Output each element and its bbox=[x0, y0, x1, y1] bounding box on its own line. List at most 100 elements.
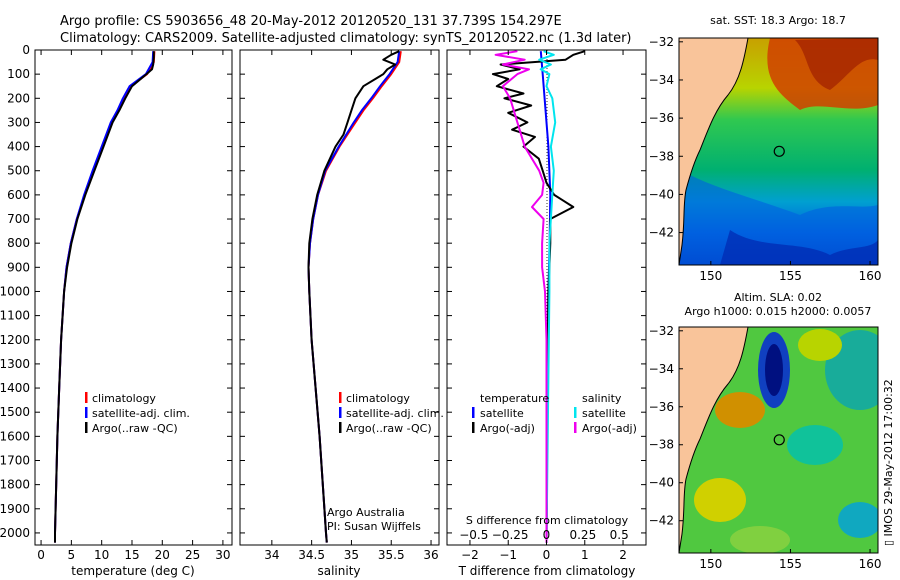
depth-tick-label: 600 bbox=[7, 188, 30, 202]
legend-swatch-s-argo bbox=[574, 422, 577, 433]
depth-tick-label: 500 bbox=[7, 164, 30, 178]
x-tick-label: 10 bbox=[94, 548, 109, 562]
depth-tick-label: 700 bbox=[7, 212, 30, 226]
map-latitude-label: −42 bbox=[649, 514, 674, 528]
legend-swatch-climatology bbox=[339, 392, 342, 403]
legend-label-climatology: climatology bbox=[346, 392, 410, 405]
depth-tick-label: 1400 bbox=[0, 381, 30, 395]
x-tick-label: 5 bbox=[68, 548, 76, 562]
series-line-s-satellite bbox=[538, 50, 557, 543]
map-latitude-label: −36 bbox=[649, 400, 674, 414]
y-tick-marks bbox=[35, 49, 232, 534]
depth-tick-label: 1300 bbox=[0, 357, 30, 371]
map-latitude-label: −40 bbox=[649, 476, 674, 490]
legend-label-argo: Argo(..raw -QC) bbox=[346, 422, 432, 435]
depth-tick-label: 1600 bbox=[0, 429, 30, 443]
sla-map-frame bbox=[678, 326, 879, 554]
x-tick-label: 20 bbox=[155, 548, 170, 562]
series-line-argo-raw-qc- bbox=[54, 51, 155, 543]
sla-map-subtitle: Argo h1000: 0.015 h2000: 0.0057 bbox=[685, 305, 872, 318]
x-tick-label: 25 bbox=[185, 548, 200, 562]
header-line-1: Argo profile: CS 5903656_48 20-May-2012 … bbox=[60, 14, 562, 29]
depth-tick-label: 300 bbox=[7, 115, 30, 129]
sla-latitude-ticks: −32 −34 −36 −38 −40 −42 bbox=[649, 324, 683, 528]
sst-cold-water bbox=[720, 230, 878, 265]
series-line-t-argo-adj- bbox=[491, 50, 586, 543]
x-tick-label: 15 bbox=[124, 548, 139, 562]
x-tick-label: 1 bbox=[581, 548, 589, 562]
legend-label-satellite: satellite-adj. clim. bbox=[346, 407, 444, 420]
salinity-legend: climatology satellite-adj. clim. Argo(..… bbox=[339, 392, 444, 435]
x-tick-label: 0 bbox=[37, 548, 45, 562]
sla-high-south bbox=[730, 526, 790, 553]
sla-low-middle bbox=[787, 425, 843, 465]
legend-title-salinity: salinity bbox=[582, 392, 622, 405]
sla-low-center bbox=[765, 344, 783, 396]
map-latitude-label: −34 bbox=[649, 73, 674, 87]
x-tick-label: 34 bbox=[264, 548, 279, 562]
sla-low-southeast bbox=[838, 502, 878, 538]
sla-map-title: Altim. SLA: 0.02 bbox=[734, 291, 822, 304]
map-latitude-label: −32 bbox=[649, 324, 674, 338]
temperature-tick-labels: 0 5 10 15 20 25 30 bbox=[37, 50, 231, 562]
depth-tick-label: 0 bbox=[22, 43, 30, 57]
sst-warm-eddy bbox=[795, 38, 878, 90]
salinity-x-label: salinity bbox=[317, 564, 360, 578]
map-longitude-label: 150 bbox=[699, 269, 722, 283]
map-longitude-label: 150 bbox=[699, 557, 722, 571]
map-longitude-label: 155 bbox=[779, 269, 802, 283]
map-latitude-label: −38 bbox=[649, 149, 674, 163]
depth-tick-label: 100 bbox=[7, 67, 30, 81]
legend-label-climatology: climatology bbox=[92, 392, 156, 405]
sla-high-southwest bbox=[694, 478, 746, 522]
t-difference-tick-labels: −2 −1 0 1 2 bbox=[461, 50, 627, 562]
salinity-axes-box bbox=[239, 49, 440, 546]
difference-legend-salinity: salinity satellite Argo(-adj) bbox=[574, 392, 637, 435]
depth-tick-label: 800 bbox=[7, 236, 30, 250]
difference-panel: −2 −1 0 1 2 −0.5 −0.25 0 0.25 0.5 S difference f… bbox=[446, 49, 647, 578]
map-latitude-label: −34 bbox=[649, 362, 674, 376]
depth-tick-label: 1100 bbox=[0, 309, 30, 323]
depth-tick-label: 400 bbox=[7, 140, 30, 154]
legend-label-argo: Argo(..raw -QC) bbox=[92, 422, 178, 435]
sla-high-west bbox=[715, 392, 765, 428]
sla-map-panel: Altim. SLA: 0.02 Argo h1000: 0.015 h2000… bbox=[649, 291, 882, 571]
salinity-panel: 34 34.5 35 35.5 36 salinity climatology sate… bbox=[239, 49, 444, 578]
sst-longitude-ticks: 150 155 160 bbox=[699, 261, 881, 283]
x-tick-label: 35.5 bbox=[378, 548, 405, 562]
temperature-x-label: temperature (deg C) bbox=[71, 564, 194, 578]
legend-label-s-argo: Argo(-adj) bbox=[582, 422, 637, 435]
sst-latitude-ticks: −32 −34 −36 −38 −40 −42 bbox=[649, 35, 683, 240]
series-line-s-argo-adj- bbox=[494, 50, 548, 543]
temperature-legend: climatology satellite-adj. clim. Argo(..… bbox=[85, 392, 190, 435]
depth-tick-labels: 0 100 200 300 400 500 600 700 800 900 1000 1100 1200… bbox=[0, 43, 30, 540]
annotation-argo-australia: Argo Australia bbox=[327, 506, 405, 519]
depth-tick-label: 900 bbox=[7, 260, 30, 274]
depth-tick-label: 1700 bbox=[0, 453, 30, 467]
t-difference-label: T difference from climatology bbox=[458, 564, 636, 578]
legend-swatch-t-satellite bbox=[472, 407, 475, 418]
sla-longitude-ticks: 150 155 160 bbox=[699, 549, 881, 571]
legend-title-temperature: temperature bbox=[480, 392, 549, 405]
sst-map-frame bbox=[678, 37, 879, 266]
legend-swatch-argo bbox=[339, 422, 342, 433]
legend-swatch-satellite bbox=[85, 407, 88, 418]
series-line-argo-raw-qc- bbox=[307, 50, 400, 543]
legend-label-s-satellite: satellite bbox=[582, 407, 626, 420]
legend-swatch-argo bbox=[85, 422, 88, 433]
argo-float-marker bbox=[773, 145, 785, 157]
s-tick-label: −0.25 bbox=[492, 528, 529, 542]
depth-tick-label: 1200 bbox=[0, 333, 30, 347]
map-latitude-label: −36 bbox=[649, 111, 674, 125]
header-line-2: Climatology: CARS2009. Satellite-adjuste… bbox=[60, 31, 632, 46]
depth-tick-label: 1800 bbox=[0, 478, 30, 492]
sst-map-panel: sat. SST: 18.3 Argo: 18.7 150 155 160 −32−… bbox=[649, 14, 882, 283]
legend-label-t-argo: Argo(-adj) bbox=[480, 422, 535, 435]
legend-swatch-t-argo bbox=[472, 422, 475, 433]
s-tick-label: 0.25 bbox=[569, 528, 596, 542]
map-latitude-label: −42 bbox=[649, 226, 674, 240]
s-difference-label: S difference from climatology bbox=[466, 514, 629, 527]
depth-tick-label: 1900 bbox=[0, 502, 30, 516]
depth-tick-label: 2000 bbox=[0, 526, 30, 540]
salinity-tick-labels: 34 34.5 35 35.5 36 bbox=[264, 50, 439, 562]
